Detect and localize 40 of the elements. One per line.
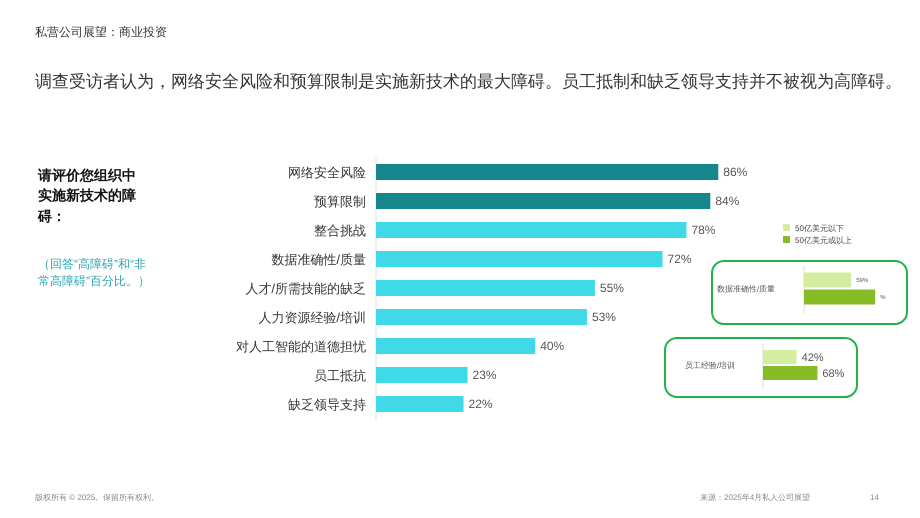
- bar: [376, 193, 710, 209]
- legend-label: 50亿美元或以上: [795, 236, 852, 245]
- y-tick-label: 缺乏领导支持: [288, 397, 366, 412]
- text: 版权所有 © 2025。保留所有权利。: [35, 492, 160, 504]
- y-tick-label: 人力资源经验/培训: [258, 310, 366, 325]
- bar: [376, 164, 718, 180]
- bar: [376, 367, 468, 383]
- data-label: 53%: [592, 310, 616, 324]
- y-tick-label: 员工经验/培训: [685, 361, 736, 370]
- bar: [376, 396, 464, 412]
- bar: [376, 338, 536, 354]
- data-label: 68%: [822, 368, 845, 380]
- bar: [376, 222, 686, 238]
- data-label: 86%: [723, 165, 748, 180]
- bar: [376, 309, 587, 325]
- y-tick-label: 员工抵抗: [314, 368, 366, 383]
- y-tick-label: 对人工智能的道德担忧: [236, 339, 366, 354]
- data-label: 40%: [540, 339, 565, 354]
- legend-label: 50亿美元以下: [795, 224, 844, 233]
- data-label: 55%: [600, 281, 624, 296]
- source-note: 来源：2025年4月私人公司展望: [700, 492, 812, 504]
- y-tick-label: 数据准确性/质量: [717, 284, 776, 294]
- data-label: 84%: [715, 194, 740, 208]
- text: 请评价您组织中实施新技术的障碍：: [38, 166, 137, 226]
- data-label: 22%: [468, 397, 493, 412]
- data-label: 72%: [668, 252, 692, 266]
- chart-title: 调查受访者认为，网络安全风险和预算限制是实施新技术的最大障碍。员工抵制和缺乏领导支持并不被视为高障碍。: [35, 71, 903, 93]
- y-tick-label: 人才/所需技能的缺乏: [245, 281, 366, 296]
- data-label: 23%: [472, 368, 497, 382]
- text: 14: [870, 492, 880, 504]
- y-tick-label: 预算限制: [314, 194, 366, 209]
- y-tick-label: 整合挑战: [314, 223, 366, 238]
- bar: [376, 251, 663, 267]
- bar: [376, 280, 595, 296]
- text: （回答“高障碍”和“非常高障碍”百分比。）: [38, 256, 151, 290]
- y-tick-label: 网络安全风险: [288, 165, 366, 180]
- text: 私营公司展望：商业投资: [35, 24, 168, 41]
- data-label: 42%: [802, 352, 824, 364]
- data-label: 78%: [691, 223, 716, 238]
- y-tick-label: 数据准确性/质量: [271, 252, 366, 267]
